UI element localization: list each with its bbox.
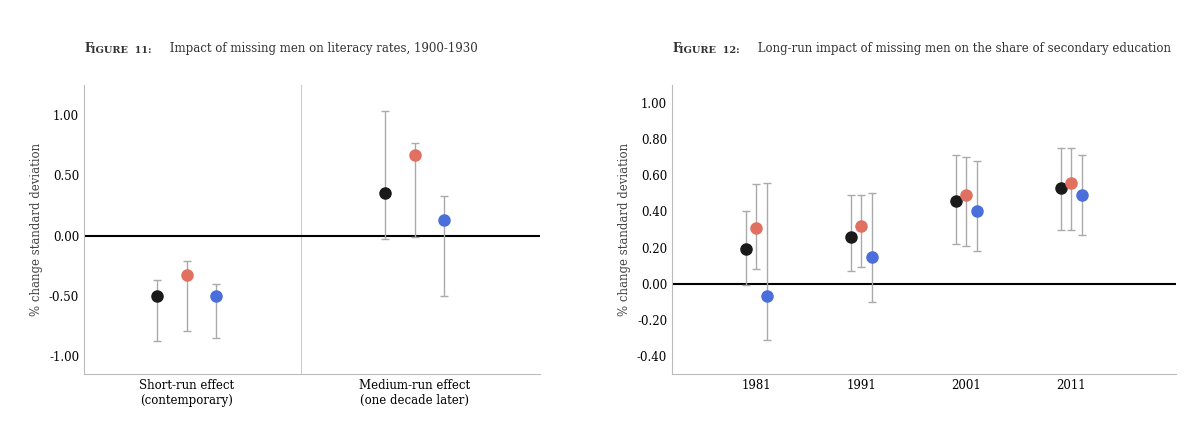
Text: Long-run impact of missing men on the share of secondary education: Long-run impact of missing men on the sh… <box>754 42 1171 55</box>
Text: F: F <box>672 42 680 55</box>
Y-axis label: % change standard deviation: % change standard deviation <box>618 143 631 316</box>
Y-axis label: % change standard deviation: % change standard deviation <box>30 143 43 316</box>
Text: Impact of missing men on literacy rates, 1900-1930: Impact of missing men on literacy rates,… <box>166 42 478 55</box>
Text: F: F <box>84 42 92 55</box>
Text: IGURE  11:: IGURE 11: <box>91 46 151 55</box>
Text: IGURE  12:: IGURE 12: <box>679 46 740 55</box>
